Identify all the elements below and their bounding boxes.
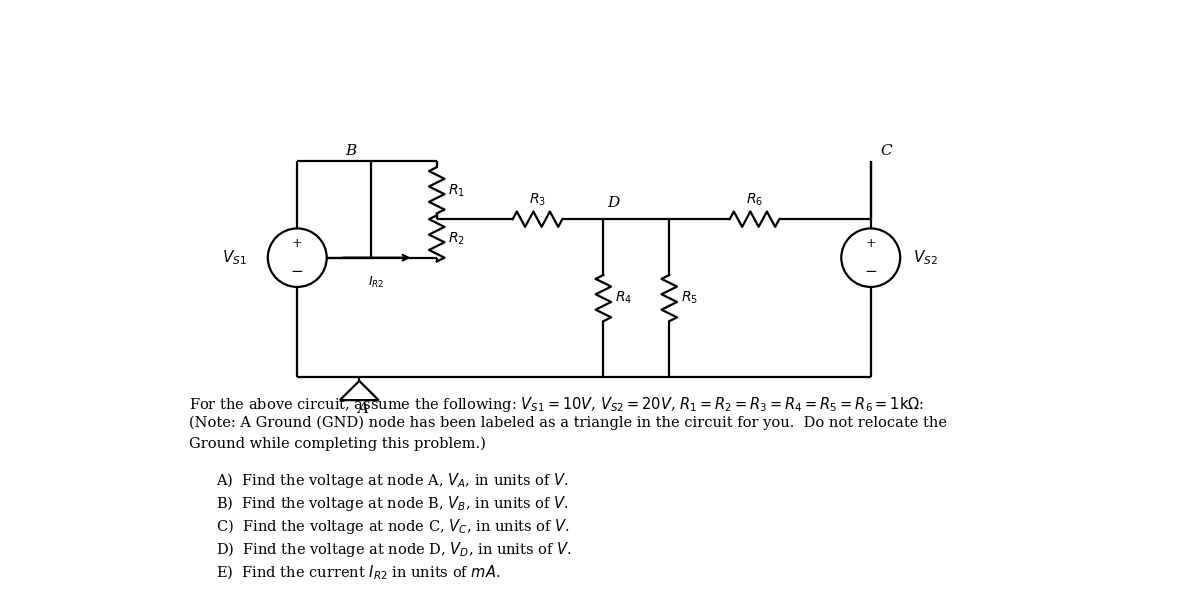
Text: D: D — [607, 196, 619, 210]
Text: E)  Find the current $I_{R2}$ in units of $mA$.: E) Find the current $I_{R2}$ in units of… — [216, 563, 500, 582]
Text: −: − — [290, 265, 304, 279]
Text: C: C — [880, 144, 892, 157]
Text: (Note: A Ground (GND) node has been labeled as a triangle in the circuit for you: (Note: A Ground (GND) node has been labe… — [188, 415, 947, 430]
Text: $R_1$: $R_1$ — [449, 182, 466, 198]
Text: D)  Find the voltage at node D, $V_D$, in units of $V$.: D) Find the voltage at node D, $V_D$, in… — [216, 540, 571, 560]
Text: A: A — [358, 401, 368, 416]
Text: $R_5$: $R_5$ — [680, 290, 698, 307]
Text: +: + — [292, 237, 302, 250]
Text: −: − — [864, 265, 877, 279]
Text: $V_{S1}$: $V_{S1}$ — [222, 248, 247, 267]
Text: B: B — [346, 144, 356, 157]
Text: $R_4$: $R_4$ — [616, 290, 632, 307]
Text: $V_{S2}$: $V_{S2}$ — [913, 248, 938, 267]
Text: Ground while completing this problem.): Ground while completing this problem.) — [188, 436, 486, 451]
Text: $I_{R2}$: $I_{R2}$ — [368, 275, 385, 290]
Text: A)  Find the voltage at node A, $V_A$, in units of $V$.: A) Find the voltage at node A, $V_A$, in… — [216, 471, 569, 490]
Text: $R_3$: $R_3$ — [529, 191, 546, 207]
Text: +: + — [865, 237, 876, 250]
Text: B)  Find the voltage at node B, $V_B$, in units of $V$.: B) Find the voltage at node B, $V_B$, in… — [216, 494, 569, 513]
Text: $R_6$: $R_6$ — [746, 191, 763, 207]
Text: C)  Find the voltage at node C, $V_C$, in units of $V$.: C) Find the voltage at node C, $V_C$, in… — [216, 517, 570, 536]
Text: $R_2$: $R_2$ — [449, 230, 466, 246]
Text: For the above circuit, assume the following: $V_{S1} = 10V$, $V_{S2} = 20V$, $R_: For the above circuit, assume the follow… — [188, 395, 924, 413]
